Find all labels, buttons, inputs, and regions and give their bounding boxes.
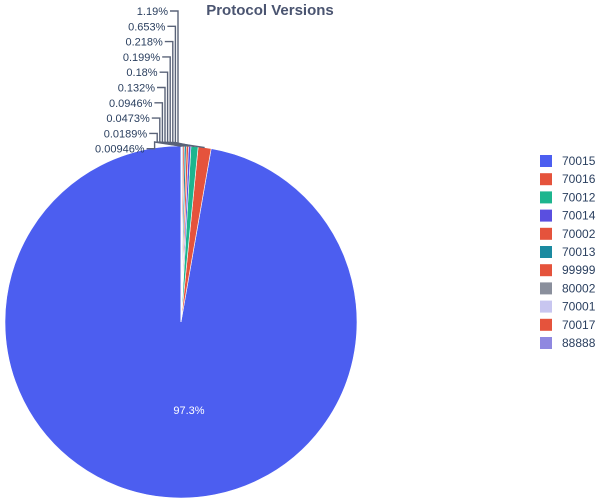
legend: 70015 70016 70012 70014 70002 70013 99999 80002…: [540, 154, 596, 350]
legend-label-70002[interactable]: 70002: [562, 227, 596, 241]
legend-swatch-88888[interactable]: [540, 337, 552, 349]
leader-line-88888: [146, 141, 182, 150]
legend-swatch-70013[interactable]: [540, 246, 552, 258]
slice-label-70002: 0.199%: [123, 52, 161, 64]
slice-label-70012: 0.653%: [128, 21, 166, 33]
legend-label-70013[interactable]: 70013: [562, 245, 596, 259]
slice-label-80002: 0.0946%: [109, 98, 153, 110]
leader-line-70012: [167, 25, 195, 148]
legend-swatch-70017[interactable]: [540, 318, 552, 331]
legend-label-70015[interactable]: 70015: [562, 154, 596, 168]
legend-swatch-70016[interactable]: [540, 173, 552, 186]
legend-label-70012[interactable]: 70012: [562, 190, 596, 204]
slice-label-70001: 0.0473%: [106, 113, 150, 125]
legend-swatch-70002[interactable]: [540, 227, 552, 240]
legend-label-70017[interactable]: 70017: [562, 318, 596, 332]
chart-title: Protocol Versions: [206, 2, 334, 19]
legend-label-80002[interactable]: 80002: [562, 281, 596, 295]
slice-label-70015: 97.3%: [173, 405, 204, 417]
legend-swatch-80002[interactable]: [540, 282, 552, 295]
slice-label-70013: 0.18%: [126, 67, 157, 79]
slice-labels: 97.3% 1.19% 0.653% 0.218% 0.199% 0.18% 0.132% 0…: [95, 6, 205, 417]
pie-slices: [4, 145, 358, 499]
slice-label-70017: 0.0189%: [104, 128, 148, 140]
slice-label-88888: 0.00946%: [95, 144, 145, 156]
legend-swatch-70001[interactable]: [540, 300, 552, 313]
legend-swatch-99999[interactable]: [540, 264, 552, 277]
slice-label-70016: 1.19%: [137, 6, 168, 18]
legend-swatch-70015[interactable]: [540, 155, 552, 167]
legend-label-70016[interactable]: 70016: [562, 172, 596, 186]
legend-label-99999[interactable]: 99999: [562, 263, 596, 277]
legend-label-70001[interactable]: 70001: [562, 300, 596, 314]
slice-label-99999: 0.132%: [118, 83, 156, 95]
legend-swatch-70012[interactable]: [540, 191, 552, 204]
legend-label-70014[interactable]: 70014: [562, 209, 596, 223]
legend-swatch-70014[interactable]: [540, 209, 552, 222]
slice-label-70014: 0.218%: [125, 37, 163, 49]
legend-label-88888[interactable]: 88888: [562, 336, 596, 350]
